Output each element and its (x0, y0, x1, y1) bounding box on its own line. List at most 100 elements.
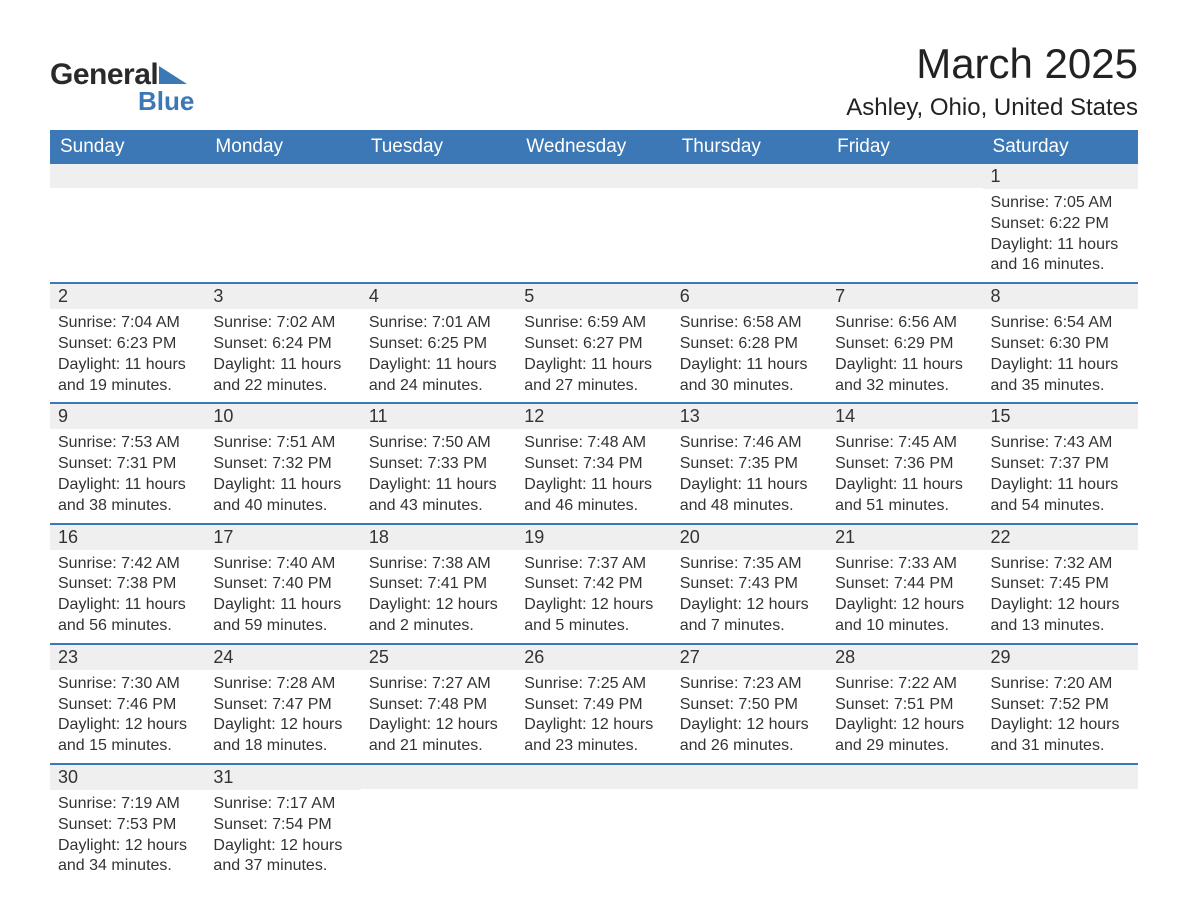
calendar-day: 27Sunrise: 7:23 AMSunset: 7:50 PMDayligh… (672, 644, 827, 764)
day-number: 15 (983, 404, 1138, 429)
day-number (205, 164, 360, 188)
day-details: Sunrise: 7:19 AMSunset: 7:53 PMDaylight:… (50, 790, 205, 883)
calendar-day-empty (827, 164, 982, 283)
calendar-week: 9Sunrise: 7:53 AMSunset: 7:31 PMDaylight… (50, 403, 1138, 523)
calendar-week: 1Sunrise: 7:05 AMSunset: 6:22 PMDaylight… (50, 164, 1138, 283)
daylight-line-1: Daylight: 12 hours (524, 715, 663, 736)
day-header: Wednesday (516, 130, 671, 164)
day-details: Sunrise: 7:51 AMSunset: 7:32 PMDaylight:… (205, 429, 360, 522)
daylight-line-2: and 5 minutes. (524, 616, 663, 637)
sunrise-line: Sunrise: 7:23 AM (680, 674, 819, 695)
daylight-line-1: Daylight: 12 hours (835, 595, 974, 616)
daylight-line-1: Daylight: 12 hours (991, 595, 1130, 616)
day-details: Sunrise: 7:53 AMSunset: 7:31 PMDaylight:… (50, 429, 205, 522)
day-details (205, 188, 360, 264)
day-details: Sunrise: 7:38 AMSunset: 7:41 PMDaylight:… (361, 550, 516, 643)
calendar-day: 13Sunrise: 7:46 AMSunset: 7:35 PMDayligh… (672, 403, 827, 523)
sunrise-line: Sunrise: 7:33 AM (835, 554, 974, 575)
day-number (361, 164, 516, 188)
daylight-line-2: and 35 minutes. (991, 376, 1130, 397)
sunrise-line: Sunrise: 7:04 AM (58, 313, 197, 334)
calendar-day: 28Sunrise: 7:22 AMSunset: 7:51 PMDayligh… (827, 644, 982, 764)
daylight-line-1: Daylight: 11 hours (680, 355, 819, 376)
day-details (672, 188, 827, 264)
calendar-header-row: SundayMondayTuesdayWednesdayThursdayFrid… (50, 130, 1138, 164)
day-number: 8 (983, 284, 1138, 309)
day-number: 22 (983, 525, 1138, 550)
day-details: Sunrise: 7:40 AMSunset: 7:40 PMDaylight:… (205, 550, 360, 643)
daylight-line-1: Daylight: 11 hours (213, 595, 352, 616)
day-header: Thursday (672, 130, 827, 164)
sunrise-line: Sunrise: 7:19 AM (58, 794, 197, 815)
calendar-day: 20Sunrise: 7:35 AMSunset: 7:43 PMDayligh… (672, 524, 827, 644)
day-details: Sunrise: 7:32 AMSunset: 7:45 PMDaylight:… (983, 550, 1138, 643)
day-number: 6 (672, 284, 827, 309)
day-number: 29 (983, 645, 1138, 670)
sunset-line: Sunset: 7:43 PM (680, 574, 819, 595)
sunrise-line: Sunrise: 7:20 AM (991, 674, 1130, 695)
day-number: 9 (50, 404, 205, 429)
sunrise-line: Sunrise: 7:28 AM (213, 674, 352, 695)
calendar-week: 16Sunrise: 7:42 AMSunset: 7:38 PMDayligh… (50, 524, 1138, 644)
day-details (827, 789, 982, 865)
sunset-line: Sunset: 7:45 PM (991, 574, 1130, 595)
daylight-line-1: Daylight: 11 hours (213, 475, 352, 496)
day-details (672, 789, 827, 865)
daylight-line-2: and 48 minutes. (680, 496, 819, 517)
calendar-day-empty (516, 764, 671, 883)
sunset-line: Sunset: 7:41 PM (369, 574, 508, 595)
daylight-line-1: Daylight: 12 hours (58, 836, 197, 857)
day-number: 19 (516, 525, 671, 550)
sunset-line: Sunset: 7:38 PM (58, 574, 197, 595)
sunset-line: Sunset: 7:34 PM (524, 454, 663, 475)
calendar-day: 16Sunrise: 7:42 AMSunset: 7:38 PMDayligh… (50, 524, 205, 644)
daylight-line-2: and 38 minutes. (58, 496, 197, 517)
sunrise-line: Sunrise: 7:17 AM (213, 794, 352, 815)
daylight-line-1: Daylight: 11 hours (369, 355, 508, 376)
sunrise-line: Sunrise: 7:05 AM (991, 193, 1130, 214)
sunset-line: Sunset: 7:44 PM (835, 574, 974, 595)
sunrise-line: Sunrise: 7:38 AM (369, 554, 508, 575)
daylight-line-1: Daylight: 11 hours (991, 475, 1130, 496)
daylight-line-1: Daylight: 12 hours (835, 715, 974, 736)
daylight-line-2: and 18 minutes. (213, 736, 352, 757)
sunset-line: Sunset: 7:51 PM (835, 695, 974, 716)
calendar-day: 19Sunrise: 7:37 AMSunset: 7:42 PMDayligh… (516, 524, 671, 644)
daylight-line-1: Daylight: 11 hours (524, 355, 663, 376)
sunrise-line: Sunrise: 7:02 AM (213, 313, 352, 334)
day-details (361, 188, 516, 264)
daylight-line-2: and 51 minutes. (835, 496, 974, 517)
calendar-day: 11Sunrise: 7:50 AMSunset: 7:33 PMDayligh… (361, 403, 516, 523)
daylight-line-2: and 56 minutes. (58, 616, 197, 637)
daylight-line-1: Daylight: 12 hours (213, 836, 352, 857)
calendar-day: 26Sunrise: 7:25 AMSunset: 7:49 PMDayligh… (516, 644, 671, 764)
sunrise-line: Sunrise: 7:45 AM (835, 433, 974, 454)
title-month: March 2025 (846, 40, 1138, 88)
sunrise-line: Sunrise: 7:37 AM (524, 554, 663, 575)
calendar-day: 15Sunrise: 7:43 AMSunset: 7:37 PMDayligh… (983, 403, 1138, 523)
daylight-line-2: and 43 minutes. (369, 496, 508, 517)
day-number: 1 (983, 164, 1138, 189)
sunrise-line: Sunrise: 7:51 AM (213, 433, 352, 454)
day-number (983, 765, 1138, 789)
daylight-line-1: Daylight: 11 hours (991, 235, 1130, 256)
sunrise-line: Sunrise: 6:54 AM (991, 313, 1130, 334)
day-header: Friday (827, 130, 982, 164)
daylight-line-2: and 32 minutes. (835, 376, 974, 397)
sunrise-line: Sunrise: 6:58 AM (680, 313, 819, 334)
day-number (672, 765, 827, 789)
day-number: 31 (205, 765, 360, 790)
sunset-line: Sunset: 7:33 PM (369, 454, 508, 475)
calendar-day: 23Sunrise: 7:30 AMSunset: 7:46 PMDayligh… (50, 644, 205, 764)
calendar-day: 24Sunrise: 7:28 AMSunset: 7:47 PMDayligh… (205, 644, 360, 764)
sunrise-line: Sunrise: 7:30 AM (58, 674, 197, 695)
sunrise-line: Sunrise: 7:35 AM (680, 554, 819, 575)
sunset-line: Sunset: 7:32 PM (213, 454, 352, 475)
day-details (516, 789, 671, 865)
sunrise-line: Sunrise: 7:22 AM (835, 674, 974, 695)
day-number (516, 164, 671, 188)
calendar-week: 23Sunrise: 7:30 AMSunset: 7:46 PMDayligh… (50, 644, 1138, 764)
sunrise-line: Sunrise: 7:48 AM (524, 433, 663, 454)
day-details: Sunrise: 7:23 AMSunset: 7:50 PMDaylight:… (672, 670, 827, 763)
calendar-day: 18Sunrise: 7:38 AMSunset: 7:41 PMDayligh… (361, 524, 516, 644)
